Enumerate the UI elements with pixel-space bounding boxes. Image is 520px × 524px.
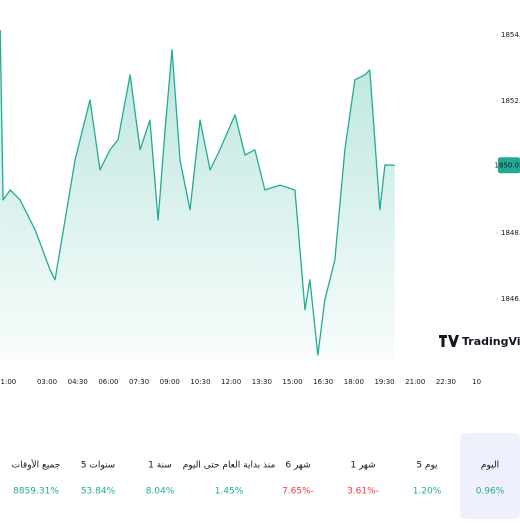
period-change: 7.65%- — [282, 487, 314, 497]
watermark: TradingView — [439, 335, 520, 348]
period-label: منذ بداية العام حتى اليوم — [183, 461, 276, 471]
x-tick-label: 10 — [472, 378, 481, 386]
period-change: 8859.31% — [13, 487, 59, 497]
period-change: 8.04% — [146, 487, 175, 497]
y-tick-label: 1846.00 — [501, 295, 520, 303]
price-line — [0, 29, 395, 356]
period-label: جميع الأوقات — [12, 459, 61, 471]
x-tick-label: 03:00 — [37, 378, 57, 386]
period-label: 6 شهر — [285, 461, 310, 471]
x-tick-label: 21:00 — [405, 378, 425, 386]
y-tick-label: 1854.00 — [501, 31, 520, 39]
x-tick-label: 01:00 — [0, 378, 16, 386]
logo-icon — [439, 335, 459, 347]
period-change: 3.61%- — [347, 487, 379, 497]
period-change: 1.45% — [215, 487, 244, 497]
plot: 1846.001848.001850.001852.001854.0001:00… — [0, 29, 520, 386]
period-change: 53.84% — [81, 487, 116, 497]
period-change: 1.20% — [413, 487, 442, 497]
period-label: 1 سنة — [148, 461, 172, 471]
x-tick-label: 10:30 — [190, 378, 210, 386]
period-change: 0.96% — [476, 487, 505, 497]
x-tick-label: 13:30 — [252, 378, 272, 386]
period-label: 1 شهر — [350, 461, 375, 471]
logo-text: TradingView — [462, 335, 520, 348]
period-label: 5 يوم — [416, 461, 438, 471]
last-price-badge — [498, 157, 520, 174]
area-fill — [0, 29, 395, 360]
period-label: اليوم — [481, 461, 499, 471]
x-tick-label: 16:30 — [313, 378, 333, 386]
y-tick-label: 1852.00 — [501, 97, 520, 105]
x-tick-label: 15:00 — [282, 378, 302, 386]
x-tick-label: 07:30 — [129, 378, 149, 386]
selected-period-bg — [460, 433, 520, 519]
x-tick-label: 04:30 — [68, 378, 88, 386]
x-tick-label: 09:00 — [160, 378, 180, 386]
x-tick-label: 22:30 — [436, 378, 456, 386]
x-tick-label: 18:00 — [344, 378, 364, 386]
y-tick-label: 1848.00 — [501, 229, 520, 237]
period-label: 5 سنوات — [81, 461, 115, 471]
x-tick-label: 06:00 — [98, 378, 118, 386]
x-tick-label: 12:00 — [221, 378, 241, 386]
last-price-label: 1850.05 — [495, 161, 520, 169]
x-tick-label: 19:30 — [374, 378, 394, 386]
period-table: اليوم 0.96% 5 يوم 1.20% 1 شهر 3.61%- 6 شهر 7.65… — [12, 459, 505, 497]
